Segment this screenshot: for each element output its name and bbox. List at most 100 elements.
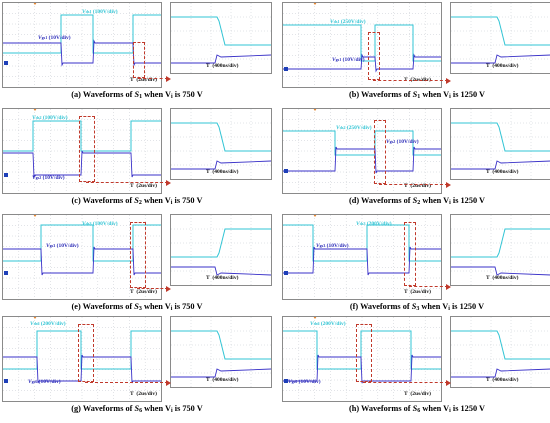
vgs-trace [3,39,161,67]
zoom-vds-trace [171,122,271,152]
scope-zoom-view [450,108,550,180]
channel-marker-icon [284,271,288,275]
zoom-vgs-trace [171,54,271,64]
vgs-label: Vgs2 (10V/div) [32,175,65,181]
trigger-marker-icon [313,109,317,111]
main-waveform-plot [283,317,441,401]
zoom-region-box [78,324,94,382]
panel-caption: (b) Waveforms of S1 when Vi is 1250 V [348,90,486,100]
main-waveform-plot [3,215,161,299]
channel-marker-icon [284,67,288,71]
vds-label: Vds6 (200V/div) [30,321,66,327]
zoom-vgs-trace [451,368,550,378]
panel-g: Vds6 (200V/div) Vgs6 (10V/div) T (2us/di… [2,316,272,420]
channel-marker-icon [284,379,288,383]
vds-label: Vds3 (200V/div) [356,221,392,227]
arrow-right-icon [166,179,171,186]
zoom-connector-line [137,288,168,289]
arrow-right-icon [446,379,451,386]
panel-caption: (e) Waveforms of S3 when Vi is 750 V [71,302,203,312]
timebase-label: T (2us/div) [130,77,157,83]
zoom-waveform-plot [171,3,271,73]
scope-zoom-view [450,316,550,388]
main-waveform-plot [3,109,161,193]
vds-trace [283,330,441,370]
arrow-right-icon [166,379,171,386]
vgs-trace [283,146,441,174]
scope-zoom-view [170,214,272,286]
vds-label: Vds6 (200V/div) [310,321,346,327]
vds-trace [283,24,441,62]
vgs-trace [283,53,441,73]
zoom-waveform-plot [171,215,271,285]
panel-caption: (h) Waveforms of S6 when Vi is 1250 V [348,404,486,414]
scope-main-view [282,108,442,194]
vgs-label: Vgs3 (10V/div) [316,243,349,249]
panel-caption: (c) Waveforms of S2 when Vi is 750 V [71,196,203,206]
zoom-waveform-plot [451,109,550,179]
arrow-right-icon [446,181,451,188]
channel-marker-icon [4,173,8,177]
timebase-label: T (2us/div) [404,289,431,295]
vgs-label: Vgs1 (10V/div) [38,35,71,41]
scope-grid [283,215,441,299]
zoom-region-box [130,222,146,288]
timebase-label: T (2us/div) [404,183,431,189]
scope-main-view [2,316,162,402]
zoom-vds-trace [451,16,550,46]
trigger-marker-icon [33,215,37,217]
panel-a: Vds1 (100V/div) Vgs1 (10V/div) T (2us/di… [2,2,272,106]
zoom-timebase-label: T (400ns/div) [206,63,239,69]
timebase-label: T (2us/div) [404,391,431,397]
zoom-waveform-plot [171,317,271,387]
zoom-timebase-label: T (400ns/div) [206,275,239,281]
scope-main-view [2,108,162,194]
scope-zoom-view [170,316,272,388]
vgs-trace [3,246,161,276]
vds-trace [283,224,441,262]
trigger-marker-icon [33,3,37,5]
vgs-trace [283,354,441,384]
vgs-label: Vgs1 (10V/div) [332,57,365,63]
zoom-region-box [368,32,380,80]
arrow-right-icon [446,283,451,290]
zoom-timebase-label: T (400ns/div) [486,377,519,383]
panel-e: Vds3 (100V/div) Vgs3 (10V/div) T (2us/di… [2,214,272,318]
zoom-connector-line [373,80,448,81]
scope-grid [283,109,441,193]
arrow-right-icon [166,285,171,292]
panel-d: Vds2 (250V/div) Vgs2 (10V/div) T (2us/di… [282,108,550,212]
panel-h: Vds6 (200V/div) Vgs6 (10V/div) T (2us/di… [282,316,550,420]
zoom-waveform-plot [171,109,271,179]
trigger-marker-icon [313,317,317,319]
zoom-timebase-label: T (400ns/div) [486,275,519,281]
arrow-right-icon [166,75,171,82]
vds-trace [3,120,161,152]
timebase-label: T (2us/div) [130,183,157,189]
trigger-marker-icon [33,109,37,111]
main-waveform-plot [283,3,441,87]
scope-zoom-view [170,108,272,180]
zoom-region-box [374,120,386,184]
zoom-vgs-trace [171,266,271,276]
panel-caption: (a) Waveforms of S1 when Vi is 750 V [71,90,203,100]
trigger-marker-icon [33,317,37,319]
zoom-waveform-plot [451,317,550,387]
zoom-vgs-trace [451,266,550,276]
vgs-trace [283,246,441,276]
zoom-vgs-trace [451,54,550,64]
panel-c: Vds2 (100V/div) Vgs2 (10V/div) T (2us/di… [2,108,272,212]
zoom-timebase-label: T (400ns/div) [206,377,239,383]
main-waveform-plot [283,109,441,193]
zoom-vds-trace [451,330,550,360]
zoom-timebase-label: T (400ns/div) [486,169,519,175]
panel-b: Vds1 (250V/div) Vgs1 (10V/div) T (2us/di… [282,2,550,106]
zoom-waveform-plot [451,3,550,73]
vgs-label: Vgs6 (10V/div) [288,379,321,385]
vgs-trace [3,150,161,178]
panel-f: Vds3 (200V/div) Vgs3 (10V/div) T (2us/di… [282,214,550,318]
main-waveform-plot [3,3,161,87]
scope-main-view [282,2,442,88]
vds-label: Vds2 (250V/div) [336,125,372,131]
zoom-connector-line [409,286,448,287]
